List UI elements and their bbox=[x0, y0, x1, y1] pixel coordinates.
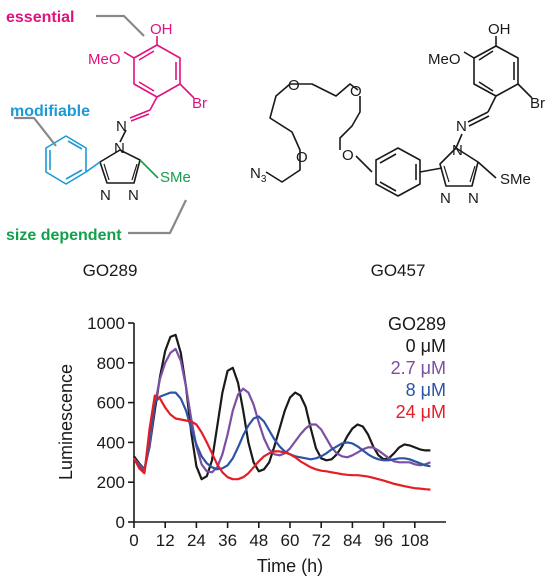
legend-entry-24um: 24 μM bbox=[396, 402, 446, 422]
go289-n-imine: N bbox=[116, 118, 127, 135]
go457-n-imine: N bbox=[456, 118, 467, 135]
legend-title: GO289 bbox=[388, 314, 446, 334]
go289-triazole-ring bbox=[99, 149, 141, 184]
go457-o2: O bbox=[288, 77, 300, 94]
series-line-3 bbox=[133, 394, 431, 491]
x-tick-label: 96 bbox=[374, 531, 393, 550]
go457-o4: O bbox=[342, 147, 354, 164]
go289-annotation-markers bbox=[14, 14, 187, 235]
go289-n-ring: N bbox=[114, 140, 125, 157]
go457-n-b: N bbox=[468, 190, 479, 207]
go289-phenyl-ring bbox=[45, 135, 87, 185]
legend-entry-8um: 8 μM bbox=[406, 380, 446, 400]
go457-br: Br bbox=[530, 95, 545, 112]
go289-br: Br bbox=[192, 95, 207, 112]
go289-phenol-ring bbox=[123, 36, 195, 111]
y-axis-label: Luminescence bbox=[56, 364, 76, 480]
go457-o1: O bbox=[296, 149, 308, 166]
go457-n-ring: N bbox=[452, 142, 463, 159]
y-tick-label: 1000 bbox=[87, 314, 125, 333]
go289-oh: OH bbox=[150, 21, 173, 38]
y-tick-label: 600 bbox=[97, 394, 125, 413]
y-tick-label: 800 bbox=[97, 354, 125, 373]
go289-structure bbox=[14, 14, 195, 235]
go289-n-b: N bbox=[128, 187, 139, 204]
series-line-2 bbox=[133, 391, 431, 474]
go457-azide: N3 bbox=[250, 165, 267, 185]
legend-entry-0um: 0 μM bbox=[406, 336, 446, 356]
annotation-size-dependent: size dependent bbox=[6, 227, 122, 244]
go457-structure bbox=[265, 36, 533, 197]
go457-phenylene-ring bbox=[375, 147, 421, 197]
go457-triazole-ring bbox=[439, 147, 479, 187]
annotation-essential: essential bbox=[6, 9, 74, 26]
y-ticks: 0 200 400 600 800 1000 bbox=[87, 314, 134, 532]
go289-n-a: N bbox=[100, 187, 111, 204]
go289-compound-name: GO289 bbox=[83, 261, 138, 280]
y-tick-label: 400 bbox=[97, 433, 125, 452]
go457-phenol-ring bbox=[463, 36, 533, 113]
go457-sme: SMe bbox=[500, 171, 531, 188]
x-tick-label: 48 bbox=[249, 531, 268, 550]
x-axis-label: Time (h) bbox=[257, 556, 323, 576]
series-lines bbox=[133, 333, 431, 491]
x-tick-label: 84 bbox=[343, 531, 362, 550]
go457-oh: OH bbox=[488, 21, 511, 38]
series-line-1 bbox=[133, 347, 431, 474]
luminescence-chart: 0 200 400 600 800 1000 0 12 24 36 48 60 72 84 96 108 L… bbox=[56, 314, 446, 576]
x-tick-label: 0 bbox=[129, 531, 138, 550]
x-tick-label: 36 bbox=[218, 531, 237, 550]
legend-entry-2-7um: 2.7 μM bbox=[391, 358, 446, 378]
y-tick-label: 200 bbox=[97, 473, 125, 492]
x-tick-label: 12 bbox=[156, 531, 175, 550]
x-tick-label: 24 bbox=[187, 531, 206, 550]
y-tick-label: 0 bbox=[116, 513, 125, 532]
x-ticks: 0 12 24 36 48 60 72 84 96 108 bbox=[129, 522, 429, 550]
x-tick-label: 72 bbox=[312, 531, 331, 550]
go457-atom-labels: N3 O O O O OH MeO Br N N SMe N N bbox=[250, 21, 545, 207]
x-tick-label: 60 bbox=[281, 531, 300, 550]
go289-atom-labels: OH MeO Br N N SMe N N bbox=[88, 21, 207, 204]
x-tick-label: 108 bbox=[401, 531, 429, 550]
annotation-modifiable: modifiable bbox=[10, 103, 90, 120]
go457-compound-name: GO457 bbox=[371, 261, 426, 280]
go457-meo: MeO bbox=[428, 51, 461, 68]
legend: GO289 0 μM 2.7 μM 8 μM 24 μM bbox=[388, 314, 446, 422]
go289-meo: MeO bbox=[88, 51, 121, 68]
go289-sme: SMe bbox=[160, 169, 191, 186]
go457-o3: O bbox=[350, 83, 362, 100]
go457-n-a: N bbox=[440, 190, 451, 207]
